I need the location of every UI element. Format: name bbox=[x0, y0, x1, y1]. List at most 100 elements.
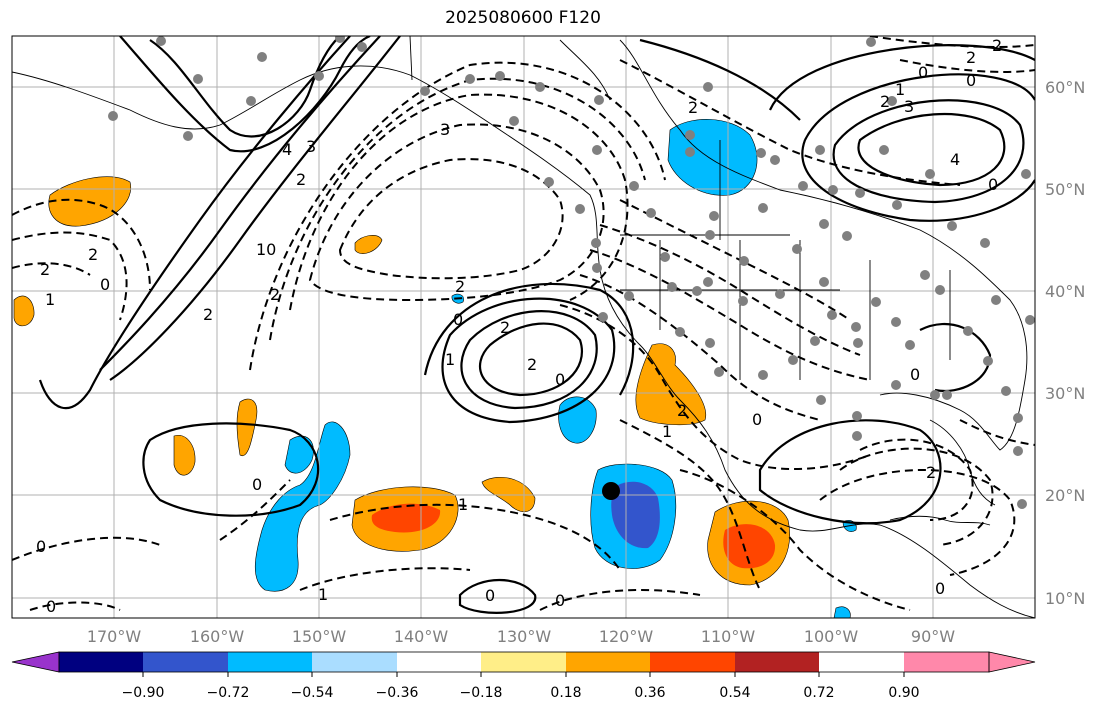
contour-label: 2 bbox=[688, 98, 698, 117]
lat-label: 20°N bbox=[1045, 486, 1085, 505]
contour-label: 2 bbox=[88, 245, 98, 264]
shade-pos-8 bbox=[635, 343, 707, 426]
contour-label: 0 bbox=[966, 71, 976, 90]
colorbar-extend-max bbox=[988, 651, 1036, 673]
colorbar-tick-label: 0.36 bbox=[634, 685, 665, 701]
contour-label: 0 bbox=[252, 475, 262, 494]
latitude-labels: 60°N 50°N 40°N 30°N 20°N 10°N bbox=[1045, 78, 1085, 608]
contour-label: 1 bbox=[318, 585, 328, 604]
lon-label: 120°W bbox=[599, 627, 654, 646]
contour-label: 2 bbox=[880, 92, 890, 111]
contour-label: 0 bbox=[485, 586, 495, 605]
shade-neg-6 bbox=[833, 606, 851, 618]
contour-label: 0 bbox=[988, 175, 998, 194]
lon-label: 90°W bbox=[911, 627, 955, 646]
lon-label: 150°W bbox=[292, 627, 347, 646]
colorbar-segments bbox=[11, 651, 1036, 673]
shade-pos-3 bbox=[354, 235, 383, 254]
lat-label: 60°N bbox=[1045, 78, 1085, 97]
shade-strong-pos-6 bbox=[371, 503, 441, 533]
colorbar-segment bbox=[59, 652, 143, 672]
contour-label: 1 bbox=[895, 80, 905, 99]
colorbar-segment bbox=[566, 652, 650, 672]
contour-label: 2 bbox=[296, 170, 306, 189]
colorbar-segment bbox=[481, 652, 566, 672]
lon-label: 170°W bbox=[87, 627, 142, 646]
colorbar-tick-label: −0.54 bbox=[291, 685, 334, 701]
colorbar-ticks bbox=[142, 672, 905, 677]
lon-label: 130°W bbox=[497, 627, 552, 646]
colorbar-segment bbox=[650, 652, 735, 672]
lat-label: 50°N bbox=[1045, 180, 1085, 199]
colorbar-tick-label: −0.72 bbox=[207, 685, 250, 701]
shade-pos-2 bbox=[13, 295, 35, 327]
contour-label: 3 bbox=[306, 137, 316, 156]
contour-label: 0 bbox=[46, 597, 56, 616]
colorbar-segment bbox=[143, 652, 228, 672]
contour-label: 1 bbox=[445, 350, 455, 369]
contour-label: 2 bbox=[992, 36, 1002, 55]
colorbar-tick-label: 0.72 bbox=[803, 685, 834, 701]
colorbar-extend-min bbox=[11, 651, 60, 673]
lon-label: 140°W bbox=[394, 627, 449, 646]
contours-negative bbox=[12, 36, 1035, 611]
shade-pos-7 bbox=[481, 476, 536, 512]
contour-label: 2 bbox=[527, 355, 537, 374]
colorbar-tick-label: 0.90 bbox=[888, 685, 919, 701]
contour-label: 0 bbox=[555, 370, 565, 389]
shade-neg-5 bbox=[254, 421, 351, 592]
lon-label: 160°W bbox=[190, 627, 245, 646]
colorbar-tick-label: −0.90 bbox=[122, 685, 165, 701]
contour-label: 2 bbox=[455, 277, 465, 296]
map-title: 2025080600 F120 bbox=[445, 8, 601, 28]
colorbar-segment bbox=[312, 652, 397, 672]
shade-strong-neg-3 bbox=[611, 481, 660, 549]
colorbar: −0.90 −0.72 −0.54 −0.36 −0.18 0.18 0.36 … bbox=[11, 651, 1036, 701]
contour-label: 4 bbox=[950, 150, 960, 169]
colorbar-tick-label: −0.18 bbox=[460, 685, 503, 701]
station-dots bbox=[108, 36, 1035, 509]
shade-strong-pos-9 bbox=[723, 524, 776, 569]
contour-label: 2 bbox=[270, 285, 280, 304]
contour-label: 0 bbox=[36, 537, 46, 556]
contour-label: 1 bbox=[45, 290, 55, 309]
contour-label: 2 bbox=[926, 463, 936, 482]
contour-label: 2 bbox=[203, 305, 213, 324]
contour-label: 3 bbox=[904, 97, 914, 116]
colorbar-segment bbox=[228, 652, 312, 672]
contour-label: 2 bbox=[40, 260, 50, 279]
contour-label: 1 bbox=[662, 422, 672, 441]
contour-label: 0 bbox=[910, 365, 920, 384]
colorbar-tick-label: 0.54 bbox=[719, 685, 750, 701]
contour-label: 4 bbox=[282, 140, 292, 159]
lat-label: 40°N bbox=[1045, 282, 1085, 301]
contour-labels: 0 1 2 2 3 4 10 2 2 2 3 2 0 1 2 2 0 0 1 0… bbox=[36, 36, 1002, 616]
contours-positive bbox=[38, 36, 1035, 614]
lat-label: 30°N bbox=[1045, 384, 1085, 403]
lon-label: 100°W bbox=[804, 627, 859, 646]
contour-label: 0 bbox=[453, 310, 463, 329]
contour-label: 2 bbox=[966, 48, 976, 67]
shade-pos-4 bbox=[173, 434, 196, 476]
colorbar-tick-label: 0.18 bbox=[550, 685, 581, 701]
contour-label: 3 bbox=[440, 120, 450, 139]
colorbar-segment bbox=[397, 652, 481, 672]
target-point-marker bbox=[602, 482, 620, 500]
contour-label: 1 bbox=[458, 495, 468, 514]
colorbar-tick-label: −0.36 bbox=[376, 685, 419, 701]
colorbar-segment bbox=[904, 652, 989, 672]
contour-label: 0 bbox=[918, 63, 928, 82]
colorbar-segment bbox=[735, 652, 819, 672]
contour-label: 2 bbox=[677, 401, 687, 420]
colorbar-outline bbox=[58, 651, 990, 673]
longitude-labels: 170°W 160°W 150°W 140°W 130°W 120°W 110°… bbox=[87, 627, 955, 646]
contour-label: 0 bbox=[935, 579, 945, 598]
lon-label: 110°W bbox=[701, 627, 756, 646]
contour-label: 10 bbox=[256, 240, 276, 259]
lat-label: 10°N bbox=[1045, 589, 1085, 608]
contour-label: 0 bbox=[555, 591, 565, 610]
map-frame bbox=[11, 35, 1036, 619]
contour-label: 0 bbox=[752, 410, 762, 429]
contour-label: 2 bbox=[500, 318, 510, 337]
